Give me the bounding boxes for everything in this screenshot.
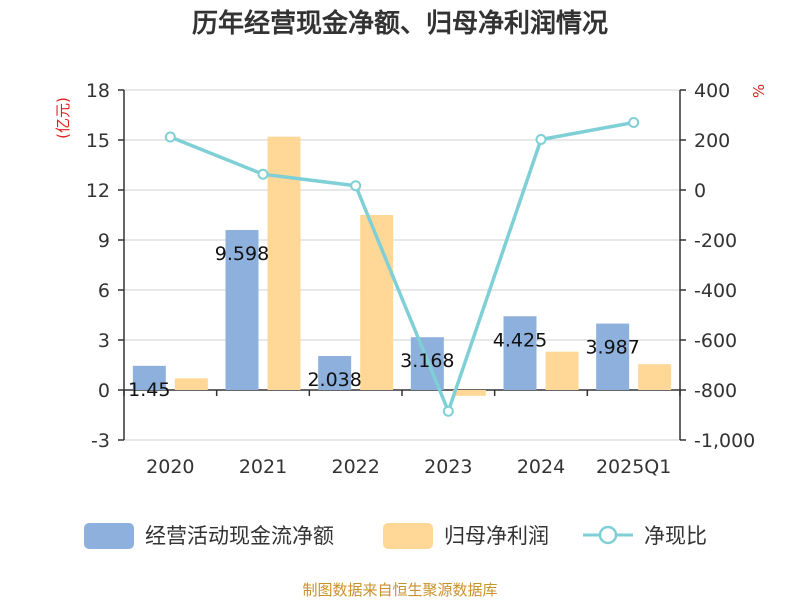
x-axis-tick-label: 2022 (331, 456, 379, 478)
cashflow-data-label: 3.987 (585, 337, 639, 359)
ratio-point (442, 405, 454, 417)
cashflow-bar (225, 230, 259, 390)
net-profit-bar (174, 378, 208, 390)
cashflow-bar (132, 365, 166, 390)
left-axis-unit: (亿元) (54, 97, 72, 139)
left-axis-tick-label: 9 (98, 230, 110, 252)
ratio-point (350, 180, 362, 192)
cashflow-bar (596, 323, 630, 390)
x-axis-tick-label: 2021 (239, 456, 287, 478)
chart-title: 历年经营现金净额、归母净利润情况 (192, 8, 608, 39)
cashflow-data-label: 4.425 (493, 329, 547, 351)
ratio-point (257, 168, 269, 180)
net-profit-bar (360, 215, 394, 390)
ratio-line (169, 120, 634, 413)
ratio-point (628, 117, 640, 128)
left-axis-tick-label: 0 (98, 380, 110, 402)
x-axis-tick-label: 2023 (424, 456, 472, 478)
legend-swatch-cashflow (84, 523, 134, 549)
right-axis-tick-label: -400 (694, 280, 737, 302)
x-axis-tick-label: 2020 (146, 456, 194, 478)
axes: -3 0 3 6 9 12 15 18 -1,000 -800 -600 -400 -200 0 200 40… (86, 80, 755, 478)
right-axis-tick-label: 0 (694, 180, 706, 202)
cashflow-bar (318, 356, 352, 390)
net-profit-bar (638, 364, 672, 390)
right-axis-tick-label: 200 (694, 130, 730, 152)
left-axis-tick-label: -3 (91, 430, 110, 452)
bars (132, 136, 672, 396)
right-axis-unit: % (750, 84, 768, 98)
right-axis-tick-label: 400 (694, 80, 730, 102)
x-axis-tick-label: 2024 (517, 456, 565, 478)
left-axis-tick-label: 18 (86, 80, 110, 102)
legend-label: 经营活动现金流净额 (145, 524, 334, 548)
data-labels: 1.45 9.598 2.038 3.168 4.425 3.987 (128, 243, 640, 401)
net-profit-bar (545, 351, 579, 390)
ratio-point (535, 134, 547, 145)
right-axis-tick-label: -1,000 (694, 430, 755, 452)
net-profit-bar (452, 390, 486, 396)
x-axis-tick-label: 2025Q1 (596, 456, 671, 478)
legend-label: 净现比 (644, 524, 707, 548)
ratio-line-layer (164, 117, 640, 417)
right-axis-tick-label: -600 (694, 330, 737, 352)
legend-marker-ratio (598, 525, 618, 545)
right-axis-tick-label: -800 (694, 380, 737, 402)
cashflow-bar (503, 316, 537, 390)
left-axis-tick-label: 15 (86, 130, 110, 152)
left-axis-tick-label: 3 (98, 330, 110, 352)
cashflow-data-label: 3.168 (400, 350, 454, 372)
ratio-point (164, 131, 176, 143)
source-note: 制图数据来自恒生聚源数据库 (302, 581, 497, 599)
left-axis-tick-label: 6 (98, 280, 110, 302)
legend: 经营活动现金流净额 归母净利润 净现比 (84, 523, 707, 549)
legend-swatch-net-profit (383, 523, 433, 549)
left-axis-tick-label: 12 (86, 180, 110, 202)
right-axis-tick-label: -200 (694, 230, 737, 252)
cashflow-data-label: 2.038 (307, 369, 361, 391)
cashflow-data-label: 9.598 (215, 243, 269, 265)
cashflow-data-label: 1.45 (128, 379, 170, 401)
legend-label: 归母净利润 (444, 524, 549, 548)
